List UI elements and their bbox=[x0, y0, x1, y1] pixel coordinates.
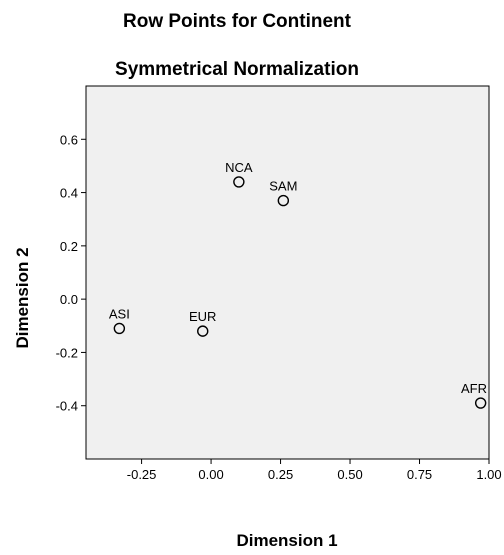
point-label: AFR bbox=[461, 381, 487, 396]
y-tick-label: -0.4 bbox=[56, 399, 78, 414]
x-tick-label: 0.00 bbox=[198, 467, 223, 482]
x-tick-label: 0.50 bbox=[337, 467, 362, 482]
x-axis-label: Dimension 1 bbox=[236, 531, 337, 550]
point-label: ASI bbox=[109, 306, 130, 321]
point-marker bbox=[197, 325, 209, 337]
y-tick-label: 0.2 bbox=[60, 239, 78, 254]
x-tick-label: 0.25 bbox=[268, 467, 293, 482]
x-tick-label: -0.25 bbox=[127, 467, 157, 482]
x-axis: -0.25 0.00 0.25 0.50 0.75 1.00 bbox=[127, 459, 502, 482]
point-marker bbox=[233, 176, 245, 188]
data-points: NCA SAM ASI EUR AFR bbox=[109, 160, 487, 409]
y-tick-label: 0.6 bbox=[60, 132, 78, 147]
chart-subtitle: Symmetrical Normalization bbox=[115, 59, 359, 80]
point-label: NCA bbox=[225, 160, 253, 175]
chart-title: Row Points for Continent bbox=[123, 11, 352, 32]
x-tick-label: 0.75 bbox=[407, 467, 432, 482]
y-tick-label: -0.2 bbox=[56, 345, 78, 360]
y-tick-label: 0.0 bbox=[60, 292, 78, 307]
plot-area bbox=[85, 85, 490, 460]
point-marker bbox=[474, 397, 487, 409]
point-marker bbox=[113, 322, 126, 335]
y-tick-label: 0.4 bbox=[60, 186, 78, 201]
point-label: EUR bbox=[189, 309, 216, 324]
y-axis: -0.4 -0.2 0.0 0.2 0.4 0.6 bbox=[56, 132, 86, 414]
point-label: SAM bbox=[269, 179, 297, 194]
point-marker bbox=[277, 194, 290, 207]
x-tick-label: 1.00 bbox=[476, 467, 501, 482]
y-axis-label: Dimension 2 bbox=[13, 247, 32, 348]
